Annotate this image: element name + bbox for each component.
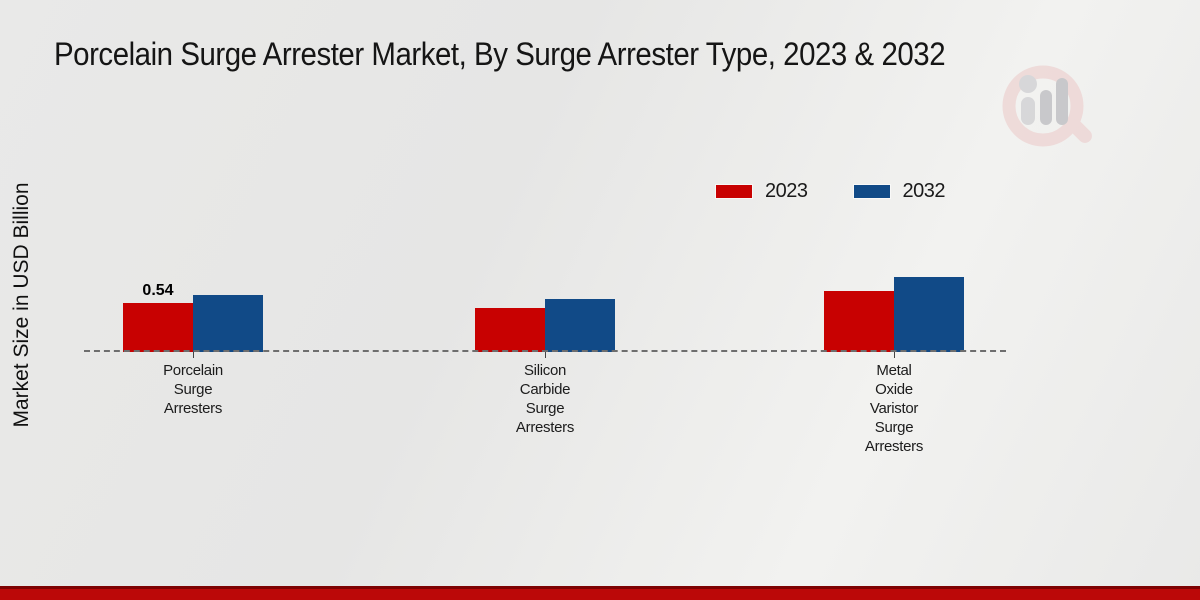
category-label-2: Metal Oxide Varistor Surge Arresters	[864, 362, 924, 455]
legend-label-2032: 2032	[902, 180, 946, 202]
x-axis-tick	[894, 352, 895, 358]
bar-2023-category-1	[475, 308, 545, 352]
bar-2032-category-2	[894, 277, 964, 352]
footer-stripe	[0, 586, 1200, 600]
x-axis-tick	[193, 352, 194, 358]
legend-item-2032: 2032	[852, 180, 946, 203]
legend: 2023 2032	[715, 180, 946, 203]
legend-label-2023: 2023	[765, 180, 808, 202]
chart-title: Porcelain Surge Arrester Market, By Surg…	[54, 36, 946, 72]
x-axis-tick	[545, 352, 546, 358]
category-label-1: Silicon Carbide Surge Arresters	[515, 362, 575, 436]
bar-2032-category-0	[193, 295, 263, 352]
bar-value-label: 0.54	[142, 282, 174, 299]
legend-swatch-2023-icon	[715, 184, 753, 199]
legend-item-2023: 2023	[715, 180, 808, 203]
bar-2023-category-0	[123, 303, 193, 352]
category-label-0: Porcelain Surge Arresters	[163, 362, 223, 417]
y-axis-label: Market Size in USD Billion	[10, 182, 33, 428]
brand-watermark-icon	[1002, 65, 1092, 147]
bar-2023-category-2	[824, 291, 894, 352]
x-axis-baseline	[84, 350, 1006, 352]
bar-2032-category-1	[545, 299, 615, 352]
legend-swatch-2032-icon	[852, 184, 891, 199]
